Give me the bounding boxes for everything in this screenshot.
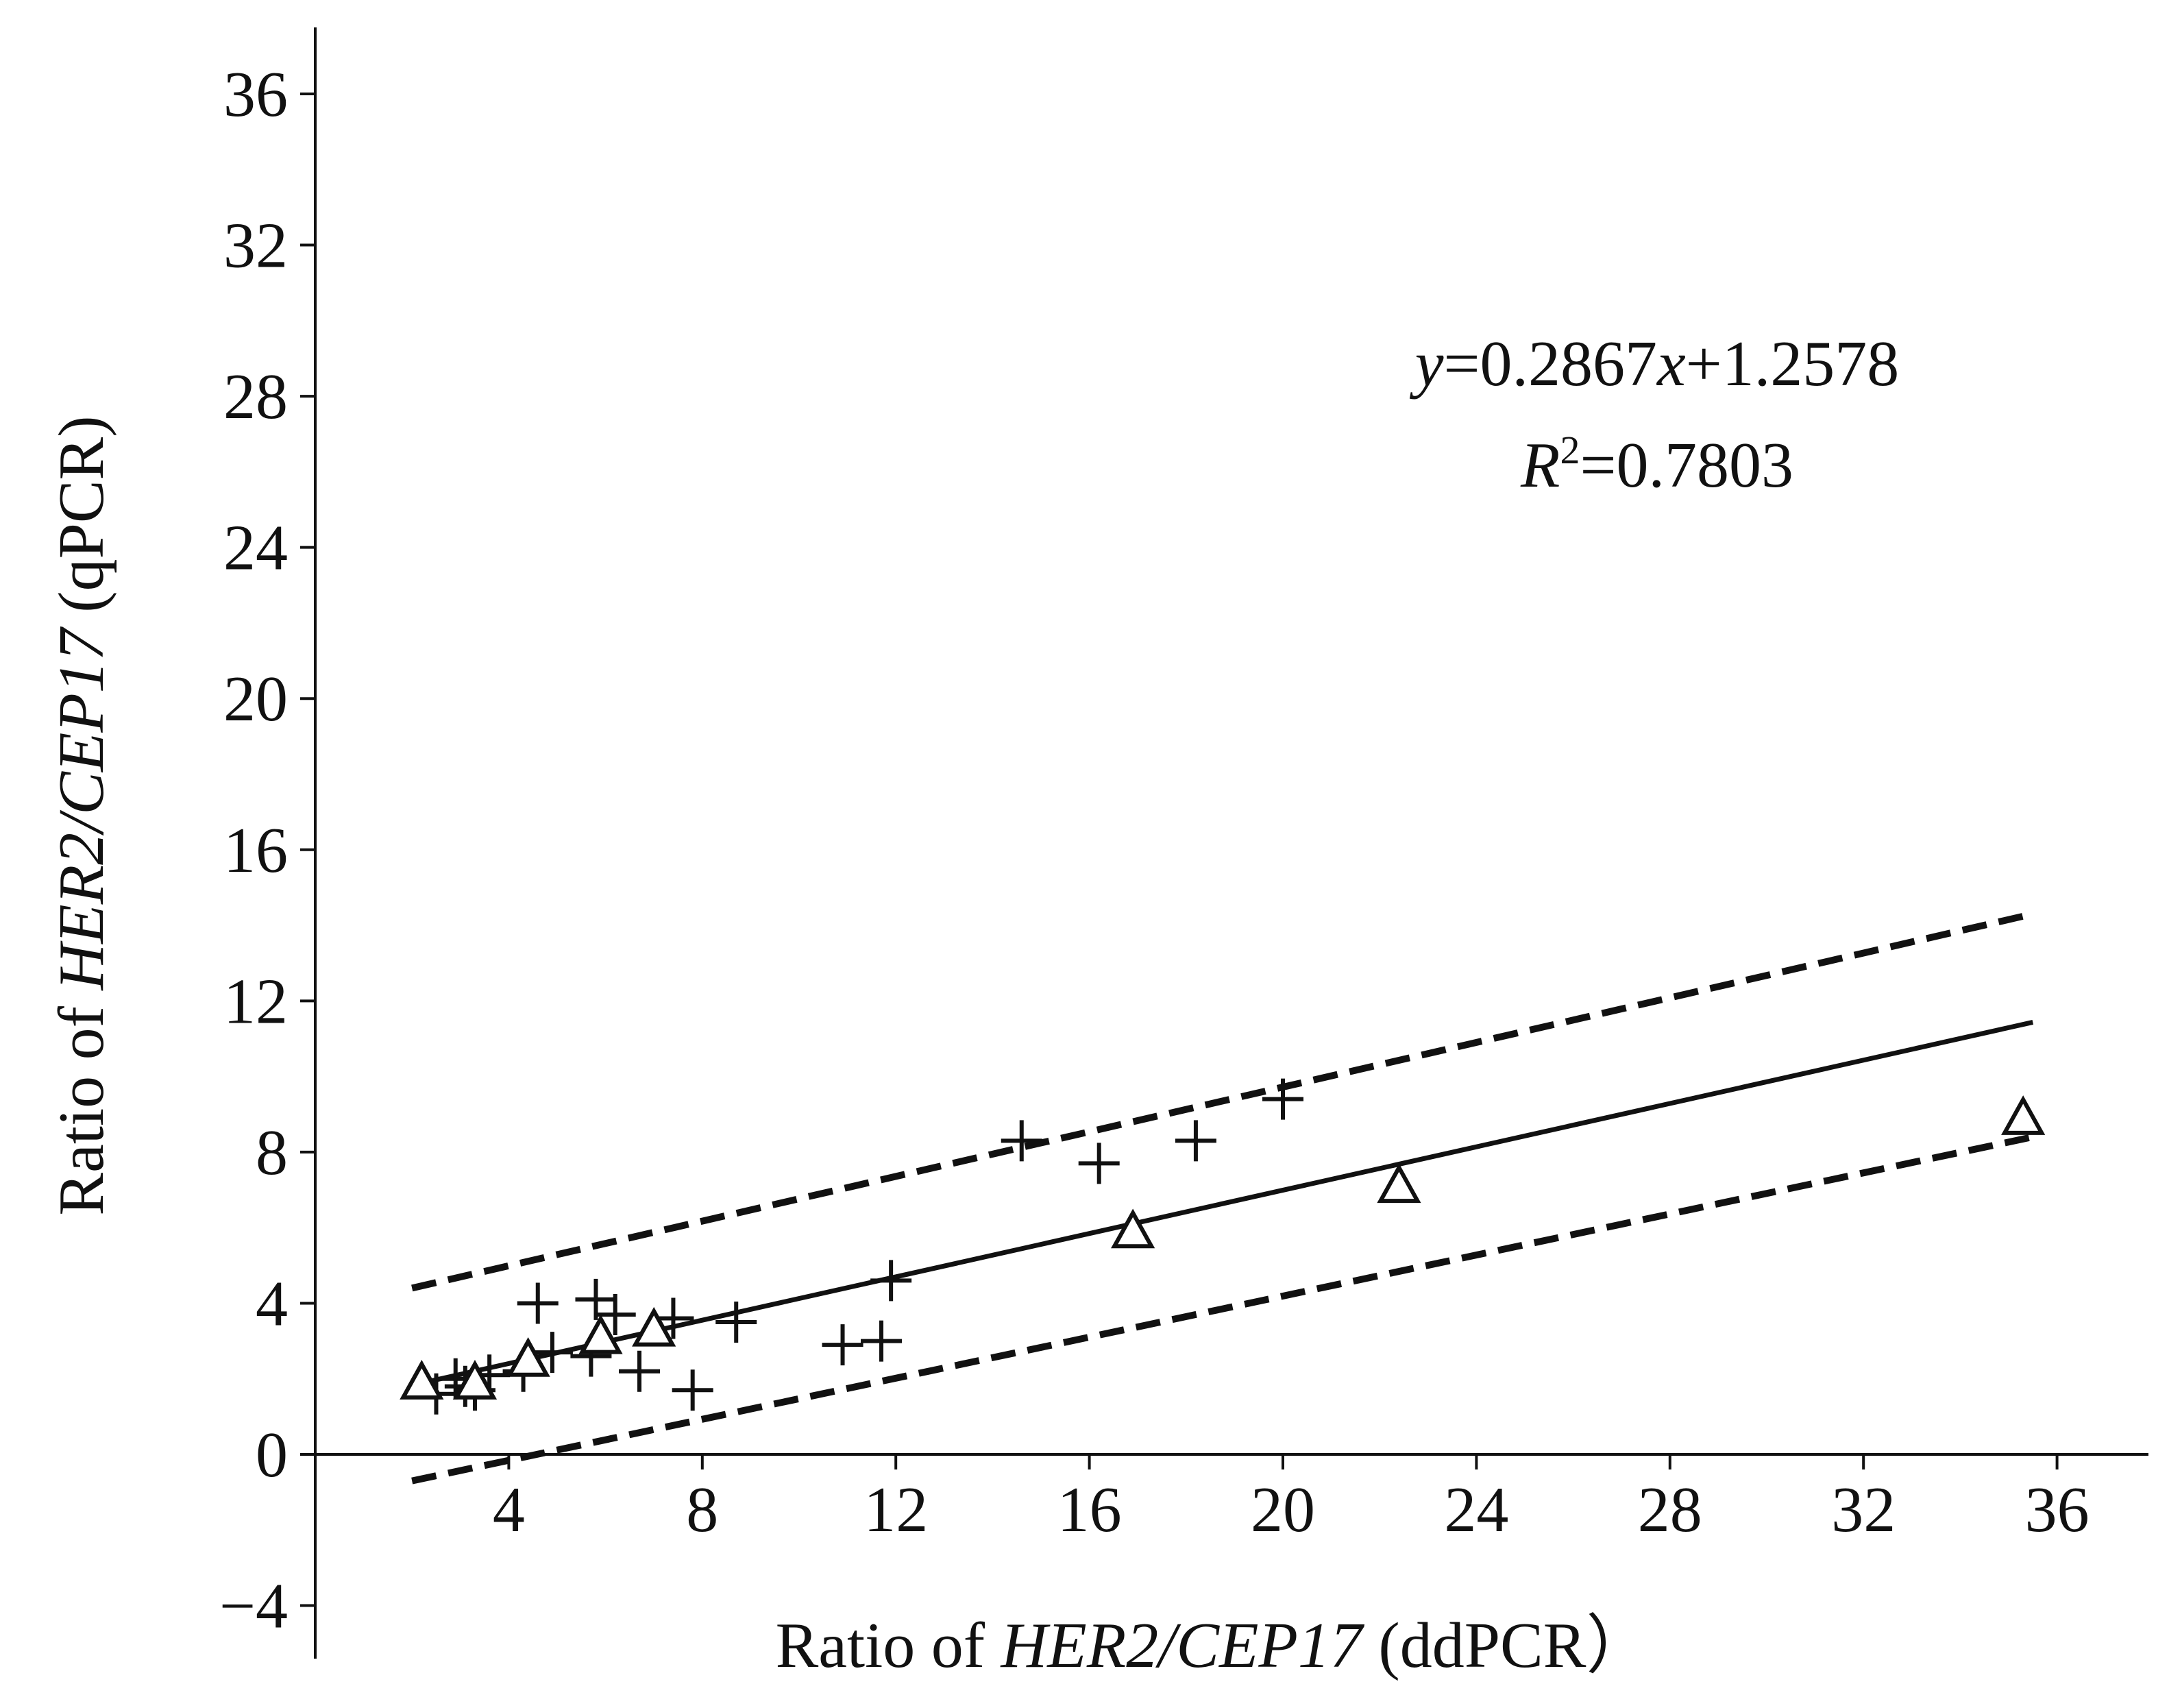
plus-point bbox=[1262, 1078, 1303, 1120]
x-tick-label: 28 bbox=[1638, 1474, 1702, 1546]
y-tick-label: 36 bbox=[223, 59, 288, 130]
data-points bbox=[400, 1078, 2046, 1415]
y-tick-label: 4 bbox=[256, 1268, 288, 1339]
triangle-point bbox=[452, 1360, 498, 1400]
y-axis-title: Ratio of HER2/CEP17 (qPCR) bbox=[46, 415, 117, 1215]
r-squared-label: R2=0.7803 bbox=[1520, 428, 1793, 501]
x-tick-label: 12 bbox=[863, 1474, 928, 1546]
plus-point bbox=[1078, 1143, 1120, 1184]
r-squared-value: =0.7803 bbox=[1580, 430, 1793, 501]
triangle-point bbox=[1111, 1208, 1155, 1249]
y-ticks: −4 0 4 8 12 16 20 24 28 32 36 bbox=[219, 59, 315, 1642]
triangle-point bbox=[506, 1337, 550, 1377]
x-tick-label: 36 bbox=[2025, 1474, 2090, 1546]
x-axis-title-gene: HER2/CEP17 bbox=[1000, 1610, 1365, 1681]
r-superscript: 2 bbox=[1560, 428, 1580, 472]
regression-line-group bbox=[411, 1020, 2034, 1388]
plus-point bbox=[870, 1260, 912, 1302]
triangle-point bbox=[632, 1306, 676, 1347]
x-axis-title-suffix: (ddPCR） bbox=[1362, 1610, 1650, 1681]
equation-slope: =0.2867 bbox=[1443, 328, 1657, 400]
plus-point bbox=[531, 1332, 573, 1374]
confidence-band-line bbox=[411, 910, 2034, 1292]
y-tick-label: 16 bbox=[223, 815, 288, 886]
y-axis-title-prefix: Ratio of bbox=[46, 990, 117, 1216]
x-tick-label: 32 bbox=[1831, 1474, 1896, 1546]
plus-point bbox=[517, 1282, 559, 1324]
triangle-point bbox=[400, 1360, 444, 1400]
triangle-point bbox=[578, 1314, 623, 1354]
plus-point bbox=[672, 1369, 713, 1411]
equation-intercept: +1.2578 bbox=[1686, 328, 1900, 400]
y-axis-title-suffix: (qPCR) bbox=[46, 415, 117, 629]
y-tick-label: 0 bbox=[256, 1419, 288, 1491]
y-tick-label: 20 bbox=[223, 663, 288, 735]
y-tick-label: −4 bbox=[219, 1571, 288, 1642]
confidence-bands bbox=[411, 910, 2034, 1485]
plus-point bbox=[619, 1350, 661, 1392]
r-symbol: R bbox=[1520, 430, 1560, 501]
x-axis-title: Ratio of HER2/CEP17 (ddPCR） bbox=[776, 1610, 1651, 1681]
y-tick-label: 32 bbox=[223, 210, 288, 282]
equation-y-symbol: y bbox=[1410, 328, 1444, 400]
equation-x-symbol: x bbox=[1656, 328, 1686, 400]
regression-line bbox=[411, 1020, 2034, 1388]
triangle-point bbox=[2001, 1095, 2046, 1135]
y-tick-label: 28 bbox=[223, 361, 288, 432]
x-ticks: 4 8 12 16 20 24 28 32 36 bbox=[493, 1454, 2090, 1546]
x-axis-title-prefix: Ratio of bbox=[776, 1610, 1001, 1681]
plus-point bbox=[861, 1320, 903, 1362]
regression-equation: y=0.2867x+1.2578 bbox=[1410, 328, 1900, 400]
y-tick-label: 8 bbox=[256, 1117, 288, 1188]
y-tick-label: 12 bbox=[223, 966, 288, 1037]
plus-point bbox=[822, 1324, 863, 1366]
y-tick-label: 24 bbox=[223, 513, 288, 584]
x-tick-label: 24 bbox=[1444, 1474, 1508, 1546]
y-axis-title-gene: HER2/CEP17 bbox=[46, 626, 117, 991]
confidence-band-line bbox=[411, 1133, 2034, 1485]
triangle-point bbox=[1377, 1163, 1421, 1204]
x-tick-label: 20 bbox=[1251, 1474, 1315, 1546]
plus-point bbox=[715, 1302, 757, 1343]
x-tick-label: 8 bbox=[686, 1474, 718, 1546]
x-tick-label: 4 bbox=[493, 1474, 525, 1546]
plus-point bbox=[594, 1293, 636, 1335]
plus-point bbox=[1001, 1120, 1042, 1162]
x-tick-label: 16 bbox=[1057, 1474, 1122, 1546]
axes: −4 0 4 8 12 16 20 24 28 32 36 4 8 12 16 20 24 28 32 36 bbox=[219, 27, 2148, 1659]
plus-point bbox=[1175, 1120, 1216, 1162]
